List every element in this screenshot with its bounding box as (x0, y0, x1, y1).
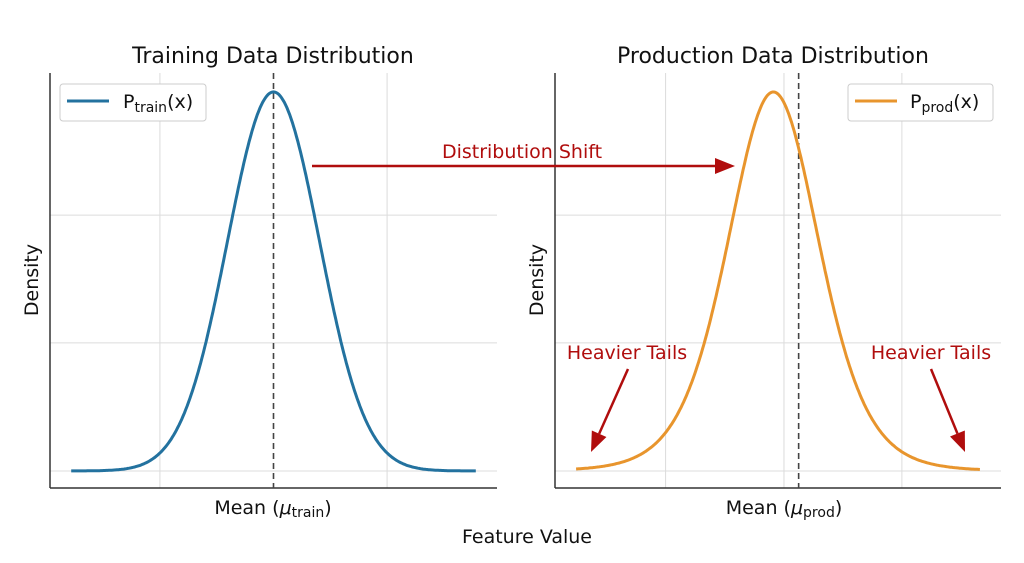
distribution-shift-label: Distribution Shift (442, 141, 602, 163)
distribution-shift-arrow-head (715, 158, 735, 174)
heavier-tails-right-label: Heavier Tails (871, 342, 991, 364)
heavier-tails-left-label: Heavier Tails (567, 342, 687, 364)
training-density-curve (71, 90, 476, 473)
training-mean-tick-label: Mean (μtrain) (214, 497, 331, 521)
heavier-tails-right-arrow-head (950, 430, 965, 452)
training-title: Training Data Distribution (131, 44, 414, 69)
training-legend-label: Ptrain(x) (123, 91, 193, 116)
heavier-tails-right-arrow-shaft (929, 368, 959, 434)
gridlines (554, 73, 1001, 489)
training-legend: Ptrain(x) (59, 83, 207, 122)
training-ylabel: Density (21, 244, 43, 316)
production-mean-tick-label: Mean (μprod) (726, 497, 843, 521)
production-panel: Production Data Distribution Density Mea… (526, 44, 1001, 521)
production-ylabel: Density (526, 244, 548, 316)
heavier-tails-left-arrow-shaft (598, 368, 630, 435)
annotation-arrows (312, 158, 965, 452)
production-density-curve (575, 90, 981, 471)
production-legend: Pprod(x) (847, 83, 994, 122)
training-panel: Training Data Distribution Density Mean … (21, 44, 497, 521)
production-title: Production Data Distribution (617, 44, 929, 69)
heavier-tails-left-arrow-head (591, 430, 607, 452)
production-legend-label: Pprod(x) (910, 91, 979, 116)
shared-xlabel: Feature Value (462, 526, 592, 548)
gridlines (49, 73, 497, 489)
